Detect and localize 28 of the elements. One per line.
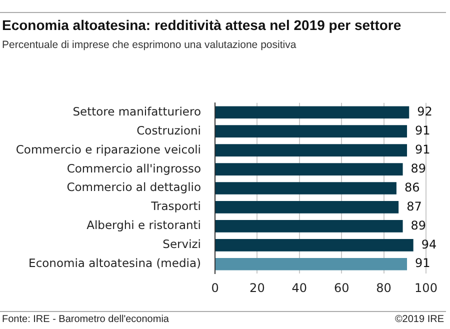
data-label: 89 xyxy=(410,218,426,232)
source-note: Fonte: IRE - Barometro dell'economia xyxy=(2,314,169,325)
y-tick-label: Servizi xyxy=(162,237,201,252)
y-tick-label: Commercio e riparazione veicoli xyxy=(16,142,201,156)
data-label: 91 xyxy=(415,256,430,270)
x-tick-label: 100 xyxy=(414,280,438,295)
x-tick-label: 80 xyxy=(376,280,392,295)
y-tick-label: Economia altoatesina (media) xyxy=(28,256,201,270)
chart-title: Economia altoatesina: redditività attesa nel 2019 per settore xyxy=(2,17,402,33)
y-tick-label: Trasporti xyxy=(150,199,201,214)
x-tick-label: 0 xyxy=(211,280,219,295)
x-tick-label: 60 xyxy=(334,280,350,295)
x-tick-label: 40 xyxy=(292,280,308,295)
y-tick-label: Alberghi e ristoranti xyxy=(86,218,201,232)
y-tick-label: Settore manifatturiero xyxy=(72,104,201,118)
data-label: 91 xyxy=(415,142,430,156)
data-label: 91 xyxy=(415,123,430,138)
y-tick-label: Costruzioni xyxy=(136,123,201,138)
data-label: 94 xyxy=(421,237,437,252)
text: ©2019 IRE xyxy=(394,314,444,325)
data-label: 92 xyxy=(417,104,432,119)
x-tick-label: 20 xyxy=(250,280,265,295)
y-tick-label: Commercio all'ingrosso xyxy=(66,161,201,176)
data-label: 86 xyxy=(404,180,420,194)
y-tick-label: Commercio al dettaglio xyxy=(66,180,201,194)
data-label: 89 xyxy=(410,161,426,176)
data-label: 87 xyxy=(406,199,422,214)
chart-subtitle: Percentuale di imprese che esprimono una valutazione positiva xyxy=(2,39,296,51)
